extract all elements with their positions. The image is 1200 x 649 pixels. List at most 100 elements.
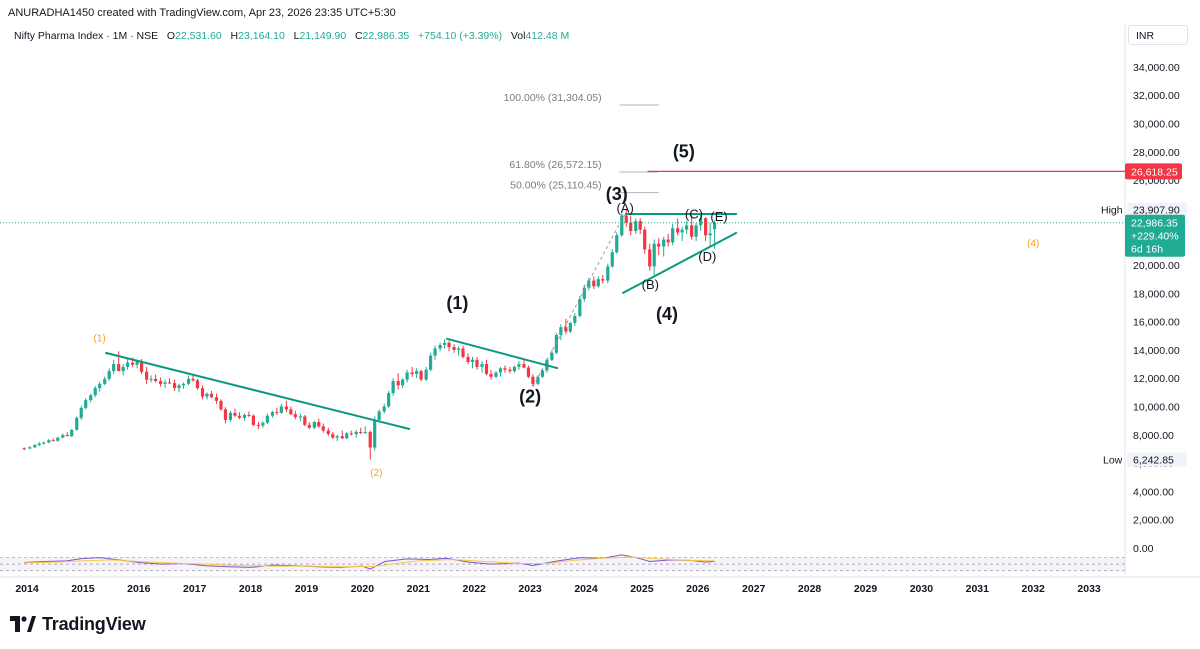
wave-label: (2): [519, 386, 541, 406]
price-tick-label: 14,000.00: [1133, 345, 1180, 357]
candle-body: [512, 366, 517, 372]
candle-body: [256, 424, 261, 426]
ohlc-change: +754.10 (+3.39%): [418, 30, 503, 42]
candle-body: [662, 239, 666, 247]
wave-label: (A): [616, 201, 633, 216]
tradingview-logo[interactable]: TradingView: [10, 612, 146, 636]
last-price-text: 22,986.35: [1131, 218, 1178, 230]
candle-body: [475, 359, 479, 367]
candle-body: [131, 362, 135, 365]
candle-body: [554, 335, 558, 353]
time-tick-label: 2030: [910, 583, 934, 595]
high-label: High: [1101, 205, 1123, 217]
candle-body: [159, 381, 163, 384]
price-tick-label: 16,000.00: [1133, 317, 1180, 329]
candle-body: [56, 437, 60, 441]
time-tick-label: 2028: [798, 583, 822, 595]
price-tick-label: 32,000.00: [1133, 90, 1180, 102]
wave-label: (1): [446, 293, 468, 313]
candle-body: [648, 249, 652, 267]
candle-body: [139, 361, 144, 372]
wave-label: (4): [1027, 239, 1039, 250]
time-tick-label: 2032: [1022, 583, 1046, 595]
time-tick-label: 2016: [127, 583, 151, 595]
candle-body: [65, 435, 69, 437]
candle-body: [368, 431, 372, 448]
symbol-name: Nifty Pharma Index · 1M · NSE: [14, 30, 159, 42]
candle-body: [596, 279, 600, 287]
candle-body: [289, 409, 293, 415]
candle-body: [615, 235, 619, 253]
wave-label: (D): [698, 249, 716, 264]
candle-body: [405, 372, 409, 380]
candle-body: [373, 419, 377, 448]
candle-body: [237, 415, 242, 418]
wave-label: (2): [370, 468, 382, 479]
candle-body: [620, 215, 624, 236]
low-price-badge: [1127, 452, 1187, 467]
candle-body: [438, 344, 442, 349]
countdown-text: 6d 16h: [1131, 244, 1163, 256]
time-axis[interactable]: 2014 2015 2016 2017 2018 2019 2020 2021 2022 2023…: [0, 576, 1200, 595]
candle-body: [387, 393, 391, 407]
candle-body: [526, 367, 531, 377]
candle-body: [317, 422, 321, 427]
candle-body: [247, 414, 251, 416]
rsi-line: [24, 554, 715, 570]
time-tick-label: 2019: [295, 583, 319, 595]
candle-body: [424, 369, 428, 380]
price-tick-label: 2,000.00: [1133, 515, 1174, 527]
candle-body: [671, 228, 675, 243]
candle-body: [284, 406, 288, 410]
candle-body: [251, 415, 255, 425]
candle-body: [121, 366, 125, 372]
drawing-overlays: 100.00% (31,304.05) 61.80% (26,572.15) 50.…: [0, 92, 1125, 479]
candle-body: [149, 378, 153, 380]
candle-body: [517, 364, 521, 367]
candlestick-series: [22, 209, 717, 460]
currency-selector[interactable]: INR: [1128, 25, 1188, 45]
candle-body: [694, 225, 698, 237]
trendline-wave-2-channel-top: [445, 337, 559, 370]
candle-body: [377, 411, 381, 420]
candle-body: [228, 412, 233, 420]
candle-body: [657, 243, 661, 247]
candle-body: [265, 415, 269, 423]
wave-label: (C): [685, 206, 703, 221]
candle-body: [452, 347, 456, 350]
candle-body: [484, 364, 489, 374]
price-tick-label: 12,000.00: [1133, 373, 1180, 385]
candle-body: [117, 364, 121, 372]
candle-body: [219, 400, 223, 410]
candle-body: [564, 327, 568, 332]
wave-label: (E): [710, 209, 727, 224]
candle-body: [587, 280, 591, 288]
candle-body: [522, 364, 526, 368]
wave-label: (1): [94, 333, 106, 344]
price-tick-label: 10,000.00: [1133, 402, 1180, 414]
candle-body: [680, 229, 684, 233]
candle-body: [135, 361, 139, 365]
candle-body: [22, 448, 26, 450]
candle-body: [181, 383, 186, 386]
candle-body: [685, 225, 689, 230]
candle-body: [461, 348, 465, 357]
candle-body: [638, 221, 642, 230]
candle-body: [331, 434, 335, 438]
candle-body: [103, 378, 107, 384]
candle-body: [540, 370, 544, 377]
candle-body: [610, 252, 614, 267]
fib-level-label: 50.00% (25,110.45): [510, 180, 601, 192]
candle-body: [708, 233, 712, 236]
candle-body: [391, 381, 395, 394]
ohlc-low: L21,149.90: [293, 30, 347, 42]
last-change-text: +229.40%: [1131, 231, 1179, 243]
candle-body: [293, 414, 297, 418]
wave-label: (B): [642, 277, 659, 292]
time-tick-label: 2026: [686, 583, 710, 595]
candle-body: [298, 416, 302, 418]
price-axis[interactable]: 34,000.0032,000.0030,000.0028,000.0026,0…: [1124, 25, 1180, 575]
rsi-pane[interactable]: [0, 554, 1125, 572]
candle-body: [223, 409, 228, 420]
